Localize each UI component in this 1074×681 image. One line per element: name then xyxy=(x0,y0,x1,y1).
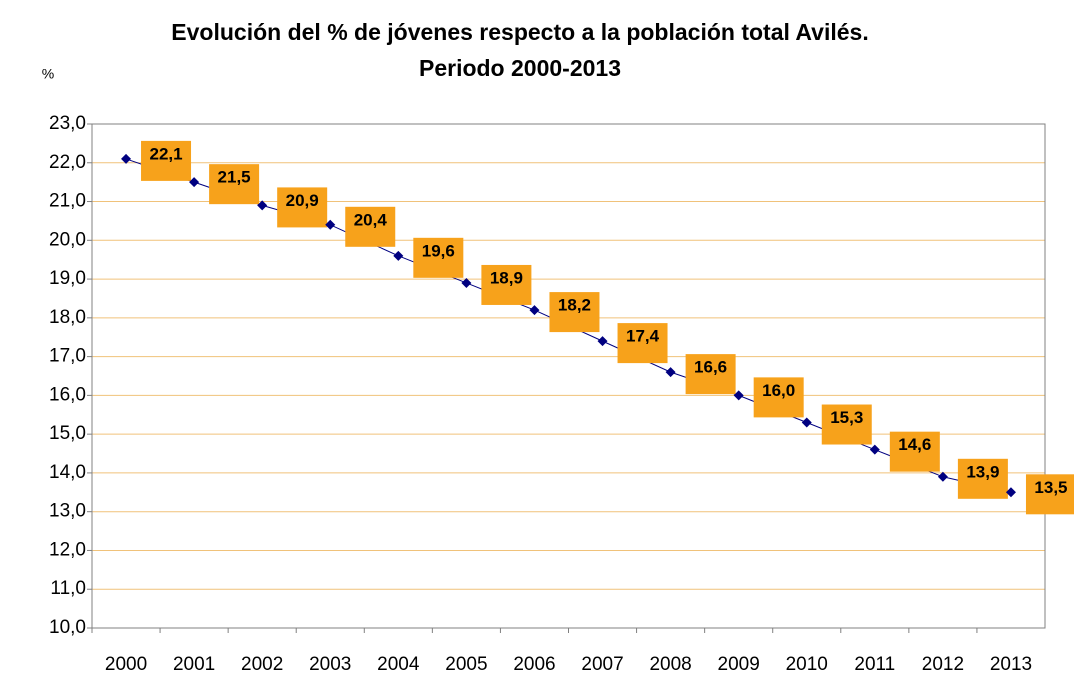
label-box xyxy=(617,323,668,364)
marker xyxy=(597,336,608,347)
y-tick-label: 20,0 xyxy=(49,229,86,250)
label-box xyxy=(209,164,260,205)
marker xyxy=(801,417,812,428)
data-label: 14,6 xyxy=(898,435,931,454)
y-tick-label: 19,0 xyxy=(49,268,86,289)
marker xyxy=(461,277,472,288)
x-tick-label: 2013 xyxy=(990,654,1032,675)
data-label: 16,0 xyxy=(762,381,795,400)
x-tick-label: 2004 xyxy=(377,654,420,675)
x-tick-label: 2011 xyxy=(854,654,895,675)
marker xyxy=(869,444,880,455)
data-label: 21,5 xyxy=(218,168,251,187)
marker xyxy=(1005,487,1016,498)
label-box xyxy=(821,404,872,445)
y-tick-label: 10,0 xyxy=(49,617,86,638)
y-tick-label: 12,0 xyxy=(49,539,86,560)
label-box xyxy=(753,377,804,418)
x-tick-label: 2009 xyxy=(718,654,760,675)
y-tick-label: 15,0 xyxy=(49,423,86,444)
y-tick-label: 18,0 xyxy=(49,307,86,328)
x-tick-label: 2003 xyxy=(309,654,351,675)
label-box xyxy=(481,264,532,305)
data-label: 20,9 xyxy=(286,191,319,210)
x-tick-label: 2010 xyxy=(786,654,828,675)
label-box xyxy=(957,458,1008,499)
data-label: 19,6 xyxy=(422,241,455,260)
y-tick-label: 11,0 xyxy=(50,578,86,599)
marker xyxy=(393,250,404,261)
data-label: 13,5 xyxy=(1034,478,1067,497)
data-label: 22,1 xyxy=(149,144,182,163)
x-tick-label: 2008 xyxy=(649,654,691,675)
y-tick-label: 13,0 xyxy=(49,501,86,522)
data-label: 16,6 xyxy=(694,358,727,377)
chart-title: Evolución del % de jóvenes respecto a la… xyxy=(171,19,868,45)
x-tick-label: 2000 xyxy=(105,654,147,675)
y-axis-label: % xyxy=(42,66,54,82)
data-label: 18,2 xyxy=(558,296,591,315)
marker xyxy=(937,471,948,482)
y-tick-label: 21,0 xyxy=(49,191,86,212)
label-box xyxy=(277,187,328,228)
label-box xyxy=(549,292,600,333)
marker xyxy=(665,367,676,378)
data-label: 13,9 xyxy=(966,462,999,481)
marker xyxy=(257,200,268,211)
x-tick-label: 2012 xyxy=(922,654,964,675)
y-tick-label: 16,0 xyxy=(49,384,86,405)
y-tick-label: 17,0 xyxy=(49,346,86,367)
x-tick-label: 2001 xyxy=(173,654,215,675)
marker xyxy=(121,153,132,164)
x-tick-label: 2005 xyxy=(445,654,487,675)
marker xyxy=(189,177,200,188)
label-box xyxy=(345,206,396,247)
data-label: 15,3 xyxy=(830,408,863,427)
y-tick-label: 14,0 xyxy=(49,462,86,483)
label-box xyxy=(1025,474,1074,515)
x-tick-label: 2006 xyxy=(513,654,555,675)
chart-subtitle: Periodo 2000-2013 xyxy=(419,55,621,81)
marker xyxy=(733,390,744,401)
data-label: 20,4 xyxy=(354,210,388,229)
label-box xyxy=(685,354,736,395)
marker xyxy=(529,305,540,316)
data-label: 18,9 xyxy=(490,268,523,287)
x-tick-label: 2002 xyxy=(241,654,283,675)
x-tick-label: 2007 xyxy=(581,654,623,675)
label-box xyxy=(141,140,192,181)
y-tick-label: 22,0 xyxy=(49,152,86,173)
marker xyxy=(325,219,336,230)
label-box xyxy=(889,431,940,472)
y-tick-label: 23,0 xyxy=(49,113,86,134)
label-box xyxy=(413,237,464,278)
data-label: 17,4 xyxy=(626,327,660,346)
